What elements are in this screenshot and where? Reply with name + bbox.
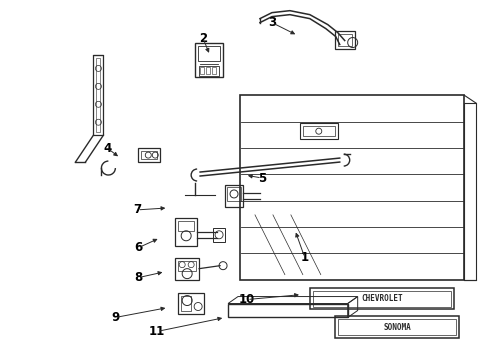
Text: SONOMA: SONOMA bbox=[383, 323, 411, 332]
Text: 5: 5 bbox=[258, 171, 266, 185]
Bar bbox=[335, 316, 460, 338]
Bar bbox=[213, 228, 225, 242]
Bar bbox=[338, 319, 456, 336]
Text: 1: 1 bbox=[301, 251, 309, 264]
Bar bbox=[181, 296, 191, 311]
Bar bbox=[240, 95, 465, 280]
Bar bbox=[200, 67, 204, 75]
Text: 9: 9 bbox=[111, 311, 120, 324]
Text: 8: 8 bbox=[134, 271, 143, 284]
Text: CHEVROLET: CHEVROLET bbox=[361, 294, 403, 303]
Bar bbox=[338, 33, 352, 45]
Bar bbox=[206, 67, 210, 75]
Bar bbox=[199, 67, 219, 76]
Bar bbox=[97, 58, 100, 132]
Bar bbox=[228, 303, 348, 318]
Text: 10: 10 bbox=[239, 293, 255, 306]
Bar bbox=[175, 218, 197, 246]
Bar bbox=[138, 148, 160, 162]
Bar bbox=[465, 103, 476, 280]
Bar bbox=[227, 187, 241, 201]
Bar bbox=[225, 185, 243, 207]
Bar bbox=[178, 293, 204, 315]
Bar bbox=[212, 67, 216, 75]
Bar bbox=[195, 42, 223, 77]
Bar bbox=[141, 151, 157, 159]
Bar bbox=[198, 45, 220, 62]
Text: 6: 6 bbox=[134, 241, 143, 254]
Bar bbox=[175, 258, 199, 280]
Bar bbox=[178, 221, 194, 231]
Text: 4: 4 bbox=[103, 141, 112, 155]
Text: 3: 3 bbox=[268, 16, 276, 29]
Text: 2: 2 bbox=[199, 32, 207, 45]
Text: 11: 11 bbox=[149, 325, 165, 338]
Bar bbox=[94, 55, 103, 135]
Bar bbox=[178, 261, 196, 271]
Bar bbox=[313, 291, 451, 306]
Bar bbox=[335, 31, 355, 49]
Bar bbox=[303, 126, 335, 136]
Bar bbox=[300, 123, 338, 139]
Bar bbox=[310, 288, 454, 310]
Text: 7: 7 bbox=[133, 203, 142, 216]
